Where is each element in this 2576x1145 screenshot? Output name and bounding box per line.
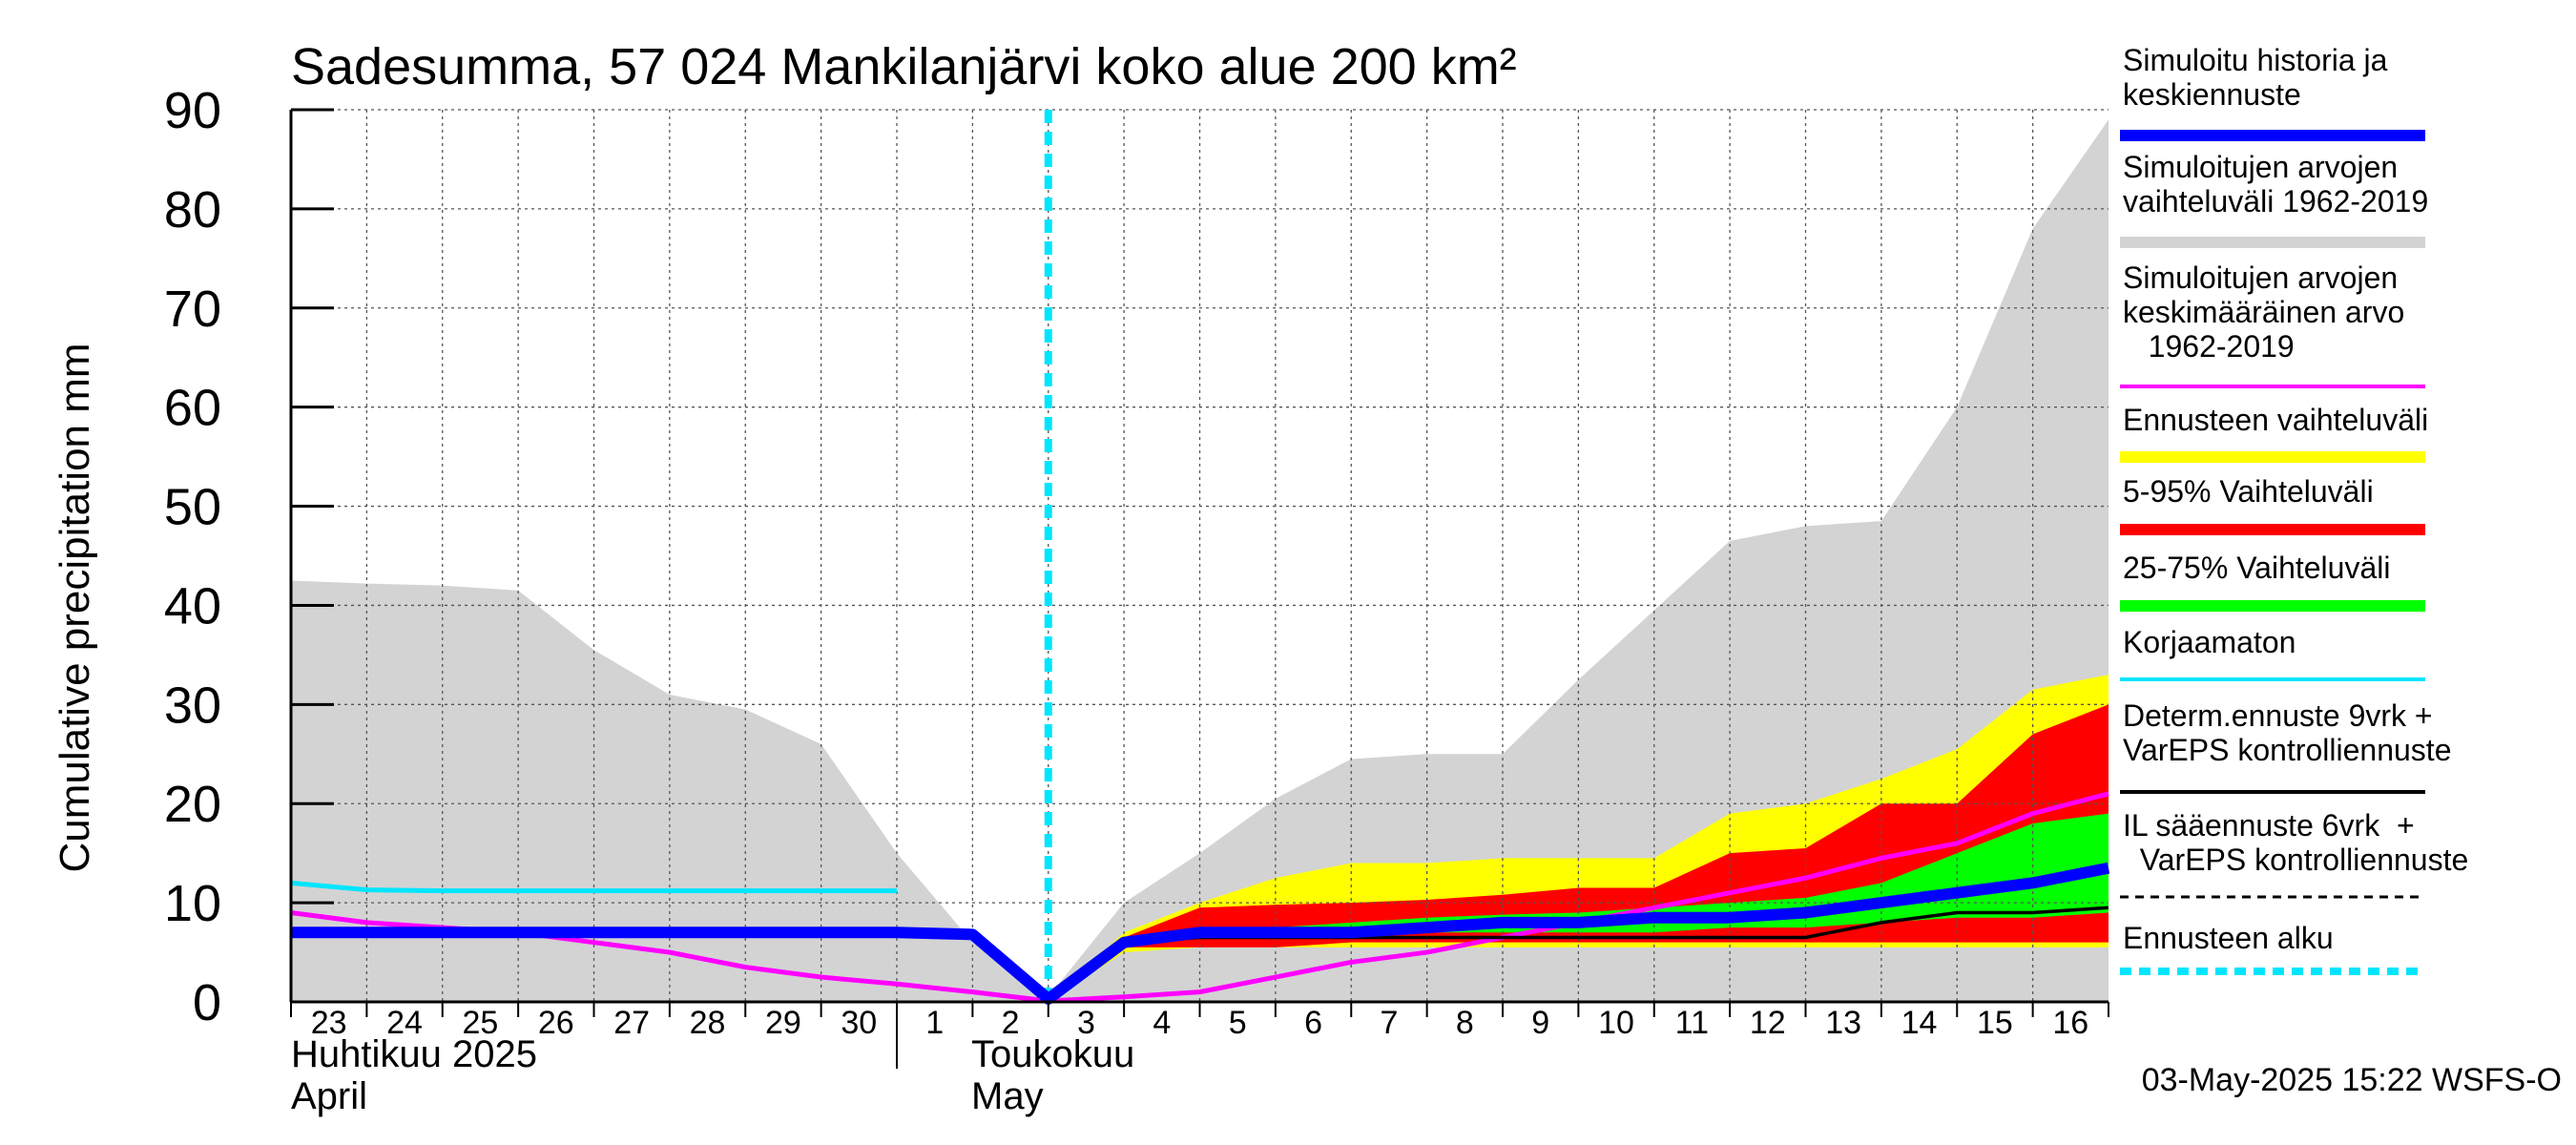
- legend-item-7: Korjaamaton: [2120, 625, 2425, 681]
- x-day-label: 27: [613, 1005, 650, 1041]
- legend-text: IL sääennuste 6vrk +: [2123, 808, 2415, 843]
- y-tick-label: 30: [164, 677, 221, 734]
- series-lines: [290, 110, 2110, 1005]
- legend-text: 5-95% Vaihteluväli: [2123, 474, 2374, 509]
- x-day-label: 30: [841, 1005, 877, 1041]
- legend-text: Ennusteen alku: [2123, 921, 2334, 955]
- y-tick-label: 20: [164, 776, 221, 833]
- y-tick-label: 80: [164, 181, 221, 239]
- x-day-label: 7: [1380, 1005, 1398, 1041]
- series-line-simuloitujen-arvojen-keskim-r-inen-arvo-1962-2019: [290, 791, 2109, 1004]
- grid-lines: [291, 109, 2109, 1002]
- legend-text: Ennusteen vaihteluväli: [2123, 403, 2428, 437]
- legend: Simuloitu historia jakeskiennusteSimuloi…: [2120, 43, 2468, 975]
- x-day-label: 16: [2052, 1005, 2088, 1041]
- legend-item-4: Ennusteen vaihteluväli: [2120, 403, 2428, 463]
- legend-text: Korjaamaton: [2123, 625, 2296, 659]
- x-day-label: 26: [538, 1005, 574, 1041]
- y-tick-label: 40: [164, 577, 221, 635]
- legend-item-10: Ennusteen alku: [2120, 921, 2425, 975]
- x-day-label: 9: [1531, 1005, 1549, 1041]
- band-simuloitujen-arvojen-vaihteluv-li-1962-2019: [291, 119, 2109, 1002]
- legend-text: keskimääräinen arvo: [2123, 295, 2404, 329]
- legend-text: 25-75% Vaihteluväli: [2123, 551, 2390, 585]
- x-day-label: 13: [1825, 1005, 1861, 1041]
- chart-title: Sadesumma, 57 024 Mankilanjärvi koko alu…: [291, 38, 1517, 95]
- y-axis-label: Cumulative precipitation mm: [52, 343, 98, 872]
- band-25-75-vaihteluv-li: [1048, 813, 2109, 1002]
- y-tick-label: 0: [193, 974, 221, 1031]
- series-line-simuloitu-historia-ja-keskiennuste: [291, 862, 2110, 1005]
- legend-text: vaihteluväli 1962-2019: [2123, 184, 2428, 219]
- y-tick-label: 70: [164, 281, 221, 338]
- x-day-label: 10: [1598, 1005, 1634, 1041]
- x-day-label: 1: [925, 1005, 944, 1041]
- april-label-fi: Huhtikuu 2025: [291, 1033, 537, 1075]
- x-day-label: 3: [1077, 1005, 1095, 1041]
- x-day-label: 6: [1304, 1005, 1322, 1041]
- legend-text: VarEPS kontrolliennuste: [2123, 733, 2451, 767]
- legend-item-9: IL sääennuste 6vrk + VarEPS kontrollienn…: [2120, 808, 2468, 899]
- legend-item-5: 5-95% Vaihteluväli: [2120, 474, 2425, 535]
- legend-text: 1962-2019: [2123, 329, 2295, 364]
- y-tick-label: 10: [164, 875, 221, 932]
- x-day-label: 12: [1750, 1005, 1786, 1041]
- legend-text: Simuloitujen arvojen: [2123, 150, 2398, 184]
- x-day-label: 14: [1901, 1005, 1938, 1041]
- legend-text: Simuloitujen arvojen: [2123, 260, 2398, 295]
- legend-text: Simuloitu historia ja: [2123, 43, 2388, 77]
- x-day-label: 2: [1002, 1005, 1020, 1041]
- series-line-korjaamaton: [290, 880, 897, 894]
- legend-text: VarEPS kontrolliennuste: [2123, 843, 2468, 877]
- y-tick-label: 50: [164, 479, 221, 536]
- x-day-label: 28: [690, 1005, 726, 1041]
- x-day-label: 8: [1456, 1005, 1474, 1041]
- y-tick-label: 60: [164, 380, 221, 437]
- x-day-label: 5: [1229, 1005, 1247, 1041]
- may-label-fi: Toukokuu: [971, 1033, 1134, 1075]
- x-day-label: 11: [1675, 1005, 1709, 1041]
- legend-text: Determ.ennuste 9vrk +: [2123, 698, 2433, 733]
- footer-timestamp: 03-May-2025 15:22 WSFS-O: [2142, 1062, 2562, 1098]
- x-day-label: 4: [1153, 1005, 1171, 1041]
- y-tick-label: 90: [164, 82, 221, 139]
- x-day-label: 23: [311, 1005, 347, 1041]
- legend-text: keskiennuste: [2123, 77, 2301, 112]
- x-day-label: 24: [386, 1005, 423, 1041]
- x-day-label: 29: [765, 1005, 801, 1041]
- may-label-en: May: [971, 1075, 1044, 1117]
- april-label-en: April: [291, 1075, 367, 1117]
- legend-item-8: Determ.ennuste 9vrk +VarEPS kontrollienn…: [2120, 698, 2451, 794]
- legend-item-6: 25-75% Vaihteluväli: [2120, 551, 2425, 612]
- x-day-label: 25: [463, 1005, 499, 1041]
- x-day-label: 15: [1977, 1005, 2013, 1041]
